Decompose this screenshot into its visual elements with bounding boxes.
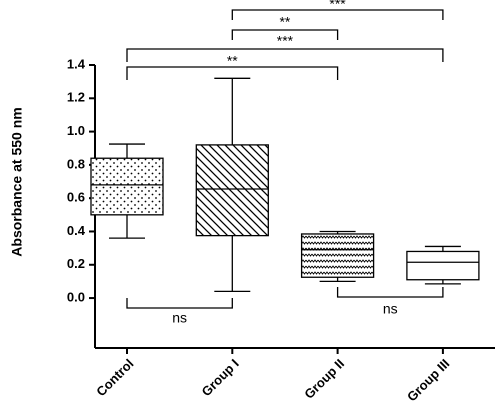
y-tick-label: 0.4 <box>67 223 86 238</box>
box <box>195 144 269 237</box>
y-tick-label: 0.6 <box>67 190 85 205</box>
box <box>90 157 164 216</box>
significance-label: ** <box>279 14 290 30</box>
significance-label: ** <box>227 53 238 69</box>
x-tick-label: Group I <box>199 356 242 399</box>
significance-bracket <box>126 48 444 62</box>
y-tick-label: 0.2 <box>67 256 85 271</box>
box <box>406 250 480 281</box>
significance-bracket <box>126 66 339 80</box>
x-tick-label: Control <box>93 356 136 399</box>
y-tick-label: 1.0 <box>67 123 85 138</box>
significance-label: ns <box>383 301 398 317</box>
significance-bracket <box>126 298 233 309</box>
significance-label: ns <box>172 310 187 326</box>
y-tick-label: 1.2 <box>67 90 85 105</box>
significance-bracket <box>231 9 444 20</box>
significance-label: *** <box>277 33 294 49</box>
y-tick-label: 1.4 <box>67 56 86 71</box>
y-axis-label: Absorbance at 550 nm <box>9 107 25 256</box>
y-tick-label: 0.8 <box>67 156 85 171</box>
box <box>300 233 375 278</box>
x-tick-label: Group III <box>404 356 452 404</box>
x-tick-label: Group II <box>301 356 347 402</box>
y-tick-label: 0.0 <box>67 289 85 304</box>
significance-bracket <box>231 29 339 40</box>
significance-label: *** <box>329 0 346 12</box>
significance-bracket <box>336 287 444 298</box>
